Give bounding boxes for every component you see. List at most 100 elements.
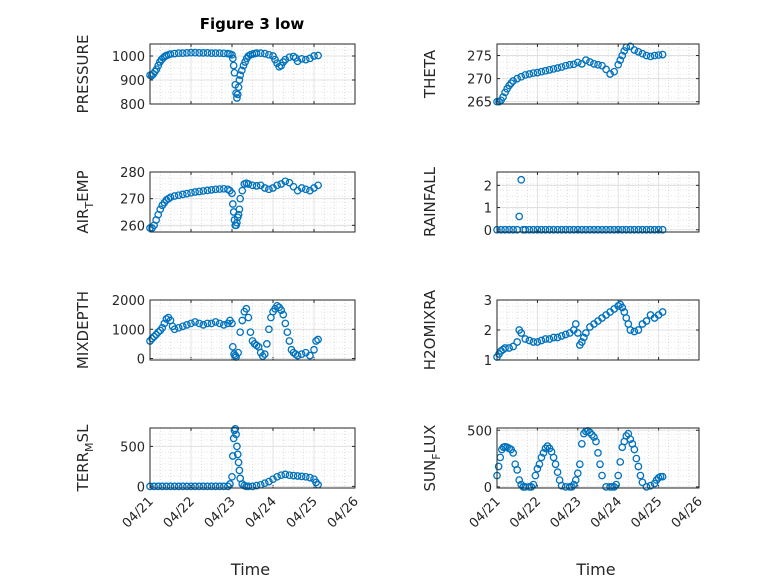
- data-point: [630, 327, 639, 336]
- data-point: [246, 328, 255, 337]
- data-point: [262, 340, 271, 348]
- data-point: [236, 328, 245, 337]
- subplot-3: 260 270 280 AIRTEMP: [74, 166, 356, 234]
- data-point: [509, 77, 518, 85]
- data-point: [244, 313, 253, 322]
- data-point: [281, 319, 290, 328]
- data-point: [228, 54, 237, 63]
- data-point: [577, 338, 586, 346]
- data-point: [207, 186, 216, 194]
- data-point: [265, 185, 273, 194]
- data-point: [289, 471, 298, 480]
- data-point: [590, 433, 598, 441]
- data-point: [565, 225, 574, 234]
- data-point: [203, 482, 212, 491]
- data-point: [598, 225, 606, 234]
- figure-title: Figure 3 low: [200, 15, 305, 33]
- data-point: [228, 452, 237, 460]
- data-point: [517, 175, 526, 184]
- data-point: [285, 337, 294, 345]
- axes-box: [496, 43, 700, 105]
- data-point: [236, 71, 245, 80]
- data-point: [646, 481, 655, 490]
- data-point: [537, 453, 546, 462]
- data-point: [289, 182, 298, 191]
- data-point: [658, 472, 667, 481]
- data-point: [553, 333, 562, 342]
- y-tick-label: 270: [467, 73, 492, 88]
- data-point: [233, 218, 241, 227]
- y-axis-label: RAINFALL: [421, 166, 439, 237]
- data-point: [244, 180, 253, 188]
- data-point: [233, 450, 242, 459]
- data-point: [178, 322, 187, 331]
- axes-box: [496, 171, 700, 233]
- y-tick-label: 0: [137, 353, 145, 368]
- data-point: [152, 65, 161, 74]
- data-point: [183, 321, 191, 329]
- data-point: [166, 50, 175, 58]
- data-point: [525, 336, 534, 345]
- data-point: [590, 225, 598, 234]
- data-point: [297, 184, 306, 192]
- data-point: [630, 46, 639, 54]
- data-point: [195, 49, 204, 57]
- data-point: [501, 88, 509, 97]
- data-point: [586, 58, 594, 66]
- y-tick-label: 1: [484, 202, 492, 217]
- data-point: [614, 225, 623, 234]
- data-point: [634, 462, 643, 471]
- subplot-4: 0 1 2 RAINFALL: [421, 166, 700, 239]
- data-point: [630, 445, 639, 454]
- data-point: [241, 58, 249, 66]
- data-point: [228, 319, 236, 328]
- data-point: [658, 225, 667, 234]
- data-point: [529, 225, 538, 234]
- data-point: [170, 482, 179, 491]
- subplot-6: 1 2 3 H2OMIXRA: [421, 289, 700, 370]
- data-point: [203, 319, 212, 328]
- data-point: [178, 49, 187, 57]
- data-point: [586, 428, 594, 437]
- y-tick-label: 2000: [112, 294, 145, 309]
- y-tick-label: 2: [484, 179, 492, 194]
- y-tick-label: 500: [120, 440, 145, 455]
- data-point: [618, 225, 627, 234]
- x-tick-label: 04/26: [325, 494, 362, 531]
- data-point: [501, 344, 509, 352]
- data-point: [545, 335, 554, 343]
- subplot-1: 800 900 1000 PRESSURE: [74, 35, 356, 113]
- data-point: [602, 65, 610, 74]
- data-point: [301, 55, 310, 64]
- y-tick-label: 3: [484, 294, 492, 309]
- y-axis-label: AIRTEMP: [74, 170, 96, 233]
- data-point: [610, 483, 619, 491]
- data-point: [533, 338, 542, 346]
- data-point: [573, 329, 582, 337]
- data-point: [235, 76, 244, 84]
- data-point: [571, 320, 580, 328]
- data-point: [170, 192, 179, 200]
- data-point: [170, 49, 179, 58]
- data-point: [636, 471, 645, 480]
- data-point: [174, 49, 183, 57]
- data-point: [233, 94, 241, 102]
- data-point: [285, 178, 294, 187]
- data-point: [517, 329, 526, 337]
- data-point: [203, 49, 212, 57]
- y-tick-label: 0: [137, 480, 145, 495]
- data-point: [620, 47, 629, 55]
- data-point: [314, 335, 322, 344]
- data-point: [273, 472, 281, 481]
- data-point: [310, 345, 318, 354]
- data-point: [226, 480, 234, 488]
- data-point: [306, 54, 314, 63]
- data-point: [260, 49, 269, 58]
- data-point: [258, 352, 267, 361]
- data-point: [539, 449, 548, 457]
- y-tick-label: 275: [467, 50, 492, 65]
- data-point: [557, 332, 566, 340]
- data-point: [297, 55, 306, 63]
- data-point: [260, 479, 269, 488]
- data-point: [650, 51, 659, 60]
